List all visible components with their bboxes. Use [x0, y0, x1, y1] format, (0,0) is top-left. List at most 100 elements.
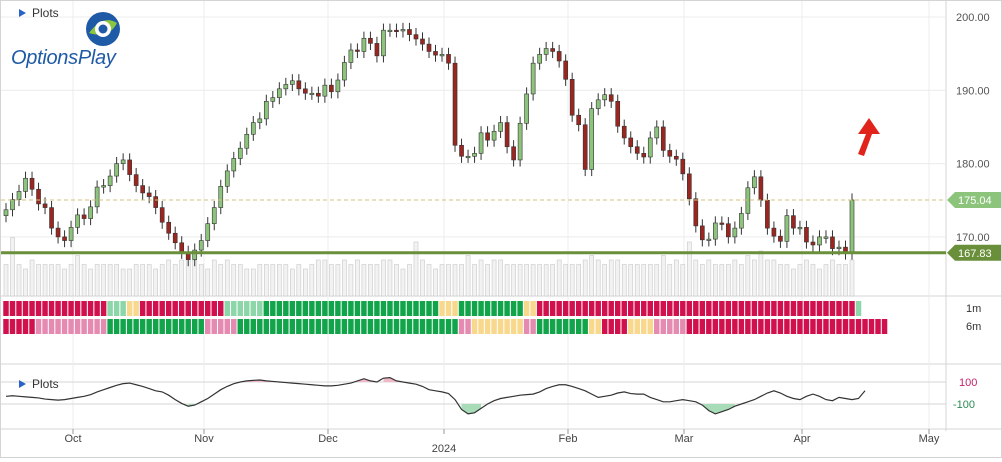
- candle[interactable]: [830, 230, 835, 256]
- candle[interactable]: [211, 200, 217, 231]
- candle[interactable]: [329, 78, 334, 99]
- candle[interactable]: [192, 243, 198, 267]
- candle[interactable]: [172, 226, 178, 250]
- candle[interactable]: [511, 140, 516, 167]
- candle[interactable]: [205, 217, 211, 248]
- candle[interactable]: [621, 119, 627, 145]
- candle[interactable]: [602, 88, 608, 107]
- candle[interactable]: [374, 36, 380, 63]
- candle[interactable]: [660, 120, 666, 158]
- candle[interactable]: [556, 44, 562, 68]
- candle[interactable]: [127, 153, 132, 182]
- candle[interactable]: [146, 186, 152, 204]
- candle[interactable]: [439, 47, 445, 62]
- candle[interactable]: [713, 216, 718, 246]
- candle[interactable]: [3, 203, 9, 223]
- candle[interactable]: [133, 167, 139, 193]
- candle[interactable]: [387, 23, 393, 37]
- candle[interactable]: [394, 23, 399, 38]
- candle[interactable]: [153, 189, 158, 215]
- candle[interactable]: [745, 181, 751, 221]
- candle[interactable]: [159, 200, 165, 229]
- candle[interactable]: [224, 164, 230, 193]
- candle[interactable]: [303, 82, 308, 100]
- candle[interactable]: [407, 22, 412, 42]
- candle[interactable]: [94, 180, 100, 214]
- candle[interactable]: [140, 178, 145, 200]
- candle[interactable]: [49, 200, 54, 235]
- candle[interactable]: [595, 93, 601, 116]
- candle-layer[interactable]: [3, 22, 855, 267]
- candle[interactable]: [263, 94, 269, 126]
- candle[interactable]: [543, 41, 549, 61]
- candle[interactable]: [758, 170, 764, 207]
- candle[interactable]: [654, 120, 660, 145]
- candle[interactable]: [582, 118, 588, 177]
- candle[interactable]: [576, 108, 581, 132]
- candle[interactable]: [569, 72, 575, 122]
- candle[interactable]: [290, 74, 295, 92]
- candle[interactable]: [478, 126, 484, 160]
- candle[interactable]: [843, 240, 848, 260]
- candle[interactable]: [524, 87, 529, 130]
- candle[interactable]: [732, 221, 738, 244]
- candle[interactable]: [381, 23, 386, 63]
- candle[interactable]: [400, 22, 406, 38]
- candle[interactable]: [641, 146, 647, 164]
- candle[interactable]: [472, 146, 477, 163]
- candle[interactable]: [784, 209, 790, 248]
- expand-triangle-icon[interactable]: [19, 380, 26, 388]
- candle[interactable]: [257, 112, 263, 130]
- candle[interactable]: [537, 47, 542, 70]
- candle[interactable]: [283, 77, 289, 96]
- candle[interactable]: [348, 43, 354, 70]
- candle[interactable]: [231, 151, 237, 178]
- candle[interactable]: [491, 124, 497, 147]
- candle[interactable]: [797, 220, 803, 235]
- candle[interactable]: [309, 86, 315, 100]
- candle[interactable]: [368, 31, 373, 50]
- candle[interactable]: [81, 208, 87, 226]
- candle[interactable]: [849, 193, 855, 260]
- candle[interactable]: [237, 141, 243, 166]
- candle[interactable]: [120, 153, 126, 171]
- candle[interactable]: [250, 115, 256, 141]
- candle[interactable]: [459, 138, 464, 163]
- candle[interactable]: [517, 116, 523, 167]
- candle[interactable]: [726, 217, 731, 244]
- candle[interactable]: [608, 88, 614, 108]
- candle[interactable]: [68, 220, 74, 248]
- candle[interactable]: [804, 220, 809, 249]
- candle[interactable]: [10, 192, 15, 217]
- candle[interactable]: [355, 43, 360, 59]
- candle[interactable]: [563, 54, 568, 86]
- candle[interactable]: [342, 55, 347, 87]
- candle[interactable]: [433, 44, 438, 62]
- candle[interactable]: [36, 182, 41, 211]
- candle[interactable]: [615, 94, 621, 133]
- candle[interactable]: [413, 27, 419, 46]
- candle[interactable]: [810, 235, 816, 252]
- candle[interactable]: [107, 169, 113, 193]
- candle[interactable]: [55, 221, 61, 244]
- oscillator-plots-toggle[interactable]: Plots: [19, 377, 59, 391]
- candle[interactable]: [485, 126, 490, 147]
- candle[interactable]: [550, 41, 555, 59]
- candle[interactable]: [114, 157, 119, 183]
- candle[interactable]: [446, 47, 451, 70]
- candle[interactable]: [667, 143, 673, 163]
- plots-toggle[interactable]: Plots: [19, 6, 59, 20]
- candle[interactable]: [244, 127, 250, 155]
- expand-triangle-icon[interactable]: [19, 9, 26, 17]
- candle[interactable]: [335, 73, 341, 99]
- candle[interactable]: [316, 86, 321, 103]
- candle[interactable]: [498, 115, 503, 138]
- candle[interactable]: [739, 206, 744, 235]
- candle[interactable]: [673, 149, 679, 166]
- candle[interactable]: [634, 140, 640, 160]
- candle[interactable]: [322, 78, 328, 103]
- candle[interactable]: [530, 56, 536, 101]
- candle[interactable]: [719, 216, 725, 231]
- candle[interactable]: [179, 236, 185, 259]
- candle[interactable]: [628, 131, 634, 154]
